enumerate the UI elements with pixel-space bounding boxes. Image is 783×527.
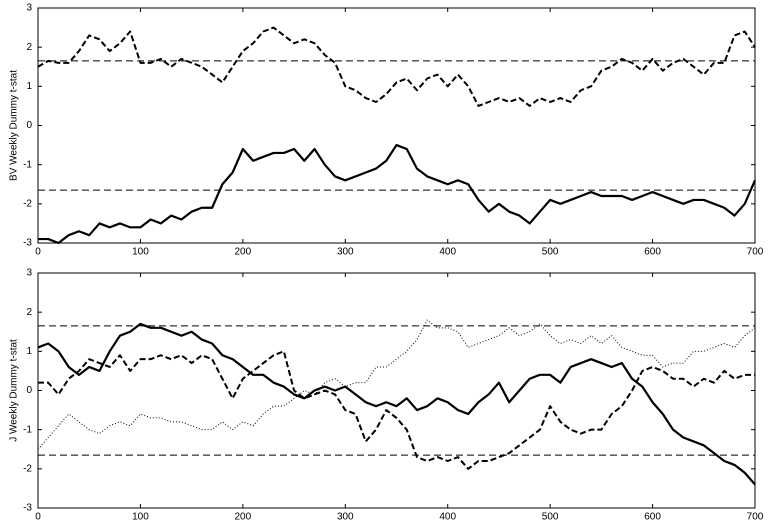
y-tick-label: -1: [23, 159, 32, 170]
y-tick-label: -2: [23, 198, 32, 209]
x-tick-label: 0: [35, 247, 41, 258]
y-tick-label: 0: [26, 385, 32, 396]
plot-frame: [37, 272, 756, 509]
y-axis-label: J Weekly Dummy t-stat: [9, 339, 20, 442]
x-tick-label: 500: [542, 512, 559, 523]
data-line: [37, 319, 756, 450]
x-tick-label: 100: [132, 247, 149, 258]
x-tick-label: 400: [439, 247, 456, 258]
x-tick-label: 100: [132, 512, 149, 523]
x-tick-label: 700: [747, 512, 764, 523]
x-tick-label: 300: [337, 512, 354, 523]
data-line: [38, 143, 757, 245]
y-tick-label: -3: [23, 238, 32, 249]
y-tick-label: -3: [23, 503, 32, 514]
plot-frame: [37, 7, 756, 244]
y-tick-label: 0: [26, 120, 32, 131]
y-tick-label: 3: [26, 3, 32, 14]
y-tick-label: 1: [26, 81, 32, 92]
x-tick-label: 0: [35, 512, 41, 523]
x-tick-label: 500: [542, 247, 559, 258]
y-tick-label: 3: [26, 268, 32, 279]
data-line: [38, 350, 755, 470]
x-tick-label: 600: [644, 512, 661, 523]
data-line: [37, 322, 756, 486]
y-tick-label: -2: [23, 463, 32, 474]
x-tick-label: 700: [747, 247, 764, 258]
y-tick-label: -1: [23, 424, 32, 435]
y-tick-label: 2: [26, 307, 32, 318]
data-line: [37, 26, 756, 107]
y-tick-label: 2: [26, 42, 32, 53]
x-tick-label: 300: [337, 247, 354, 258]
y-tick-label: 1: [26, 346, 32, 357]
x-tick-label: 600: [644, 247, 661, 258]
x-tick-label: 400: [439, 512, 456, 523]
x-tick-label: 200: [235, 247, 252, 258]
y-axis-label: BV Weekly Dummy t-stat: [9, 70, 20, 181]
x-tick-label: 200: [235, 512, 252, 523]
